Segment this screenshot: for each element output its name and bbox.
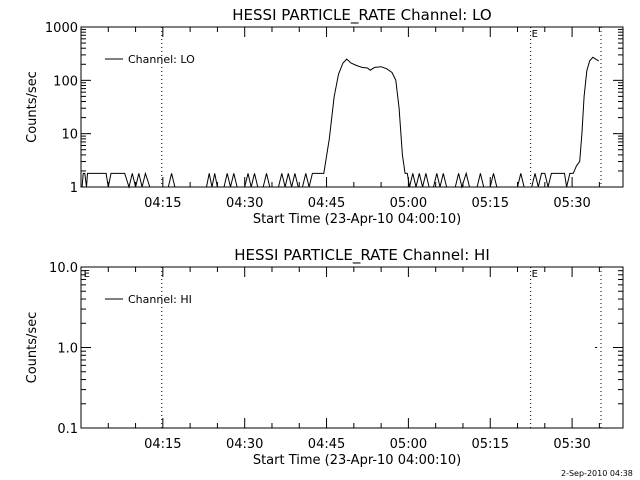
event-marker: E — [84, 269, 90, 280]
y-tick-label: 1.0 — [57, 342, 78, 357]
x-axis-label: Start Time (23-Apr-10 04:00:10) — [253, 453, 461, 468]
x-tick-label: 05:30 — [553, 196, 590, 211]
x-tick-label: 05:00 — [390, 437, 427, 452]
x-tick-label: 04:45 — [308, 437, 345, 452]
legend-label: Channel: LO — [128, 53, 195, 66]
chart-panel-lo: HESSI PARTICLE_RATE Channel: LO Counts/se… — [25, 6, 624, 227]
x-tick-label: 05:15 — [472, 196, 509, 211]
y-tick-label: 1 — [70, 181, 78, 196]
y-tick-label: 10 — [61, 128, 78, 143]
chart-panel-hi: HESSI PARTICLE_RATE Channel: HI Counts/se… — [25, 246, 624, 468]
chart-title: HESSI PARTICLE_RATE Channel: HI — [234, 246, 490, 265]
legend-label: Channel: HI — [128, 293, 192, 306]
x-tick-label: 04:45 — [308, 196, 345, 211]
y-tick-label: 10.0 — [49, 261, 78, 276]
x-tick-label: 04:30 — [226, 196, 263, 211]
y-axis-label: Counts/sec — [25, 312, 40, 384]
x-tick-label: 04:15 — [144, 437, 181, 452]
chart-title: HESSI PARTICLE_RATE Channel: LO — [232, 6, 491, 25]
series-line — [81, 56, 600, 189]
event-marker: E — [532, 29, 538, 40]
plot-frame — [80, 26, 624, 188]
y-tick-label: 1000 — [45, 21, 78, 36]
event-marker: E — [532, 269, 538, 280]
y-axis-label: Counts/sec — [25, 71, 40, 143]
y-tick-label: 0.1 — [57, 422, 78, 437]
x-tick-label: 05:30 — [553, 437, 590, 452]
x-tick-label: 05:15 — [472, 437, 509, 452]
x-axis-label: Start Time (23-Apr-10 04:00:10) — [253, 212, 461, 227]
x-tick-label: 04:30 — [226, 437, 263, 452]
timestamp: 2-Sep-2010 04:38 — [561, 469, 633, 478]
x-tick-label: 05:00 — [390, 196, 427, 211]
y-tick-label: 100 — [53, 74, 78, 89]
x-tick-label: 04:15 — [144, 196, 181, 211]
plot-frame — [80, 266, 624, 429]
